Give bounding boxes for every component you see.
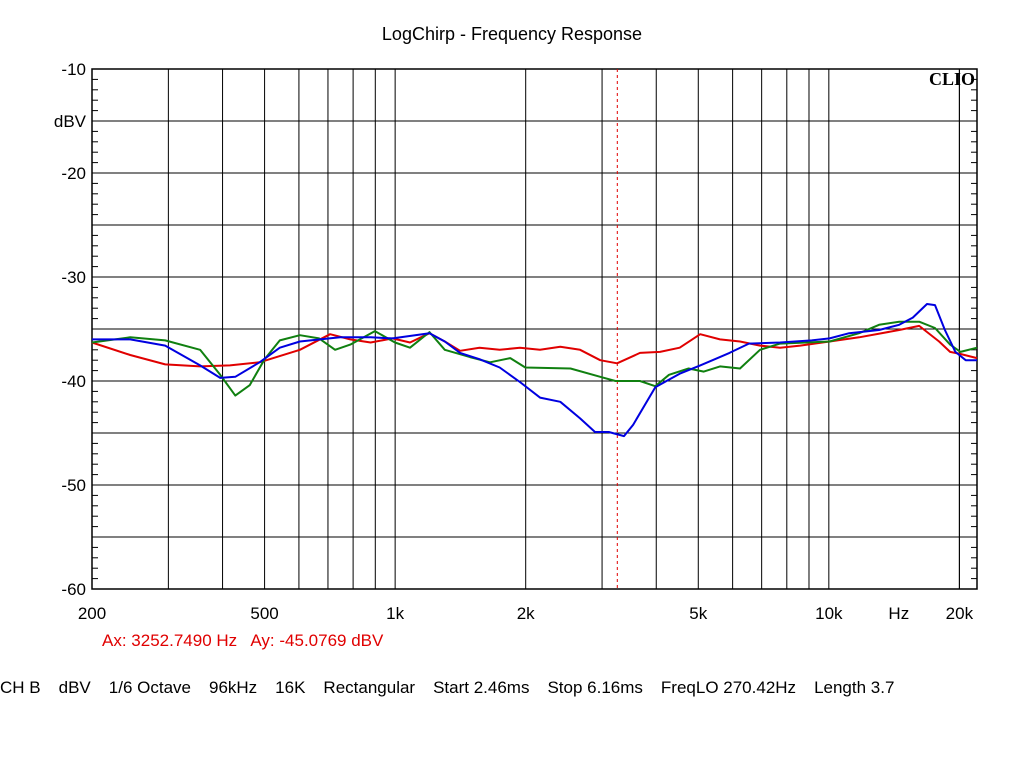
setting-item: 1/6 Octave xyxy=(108,678,191,697)
x-tick-label: 2k xyxy=(517,604,535,623)
cursor-y-readout: Ay: -45.0769 dBV xyxy=(250,631,384,650)
y-axis-label: dBV xyxy=(54,112,87,131)
chart-title: LogChirp - Frequency Response xyxy=(381,24,643,44)
setting-item: Rectangular xyxy=(323,678,416,697)
y-tick-label: -30 xyxy=(61,268,86,287)
x-axis-label: Hz xyxy=(888,604,909,623)
y-tick-label: -20 xyxy=(61,164,86,183)
measurement-settings-bar: CH B dBV 1/6 Octave 96kHz 16K Rectangular Star… xyxy=(0,678,912,698)
clio-logo: CLIO xyxy=(929,69,975,89)
plot-frame xyxy=(91,68,978,590)
setting-item: CH B xyxy=(0,678,41,697)
x-tick-label: 1k xyxy=(386,604,404,623)
series-line-red xyxy=(91,324,978,368)
setting-item: Stop 6.16ms xyxy=(547,678,643,697)
setting-item: FreqLO 270.42Hz xyxy=(660,678,797,697)
cursor-readout: Ax: 3252.7490 Hz Ay: -45.0769 dBV xyxy=(102,631,383,651)
setting-item: Start 2.46ms xyxy=(433,678,530,697)
setting-item: Length 3.7 xyxy=(814,678,895,697)
setting-item: dBV xyxy=(58,678,91,697)
setting-item: 96kHz xyxy=(208,678,258,697)
y-tick-label: -60 xyxy=(61,580,86,599)
y-tick-label: -40 xyxy=(61,372,86,391)
x-tick-label: 20k xyxy=(946,604,974,623)
series-line-blue xyxy=(92,303,977,438)
x-tick-label: 10k xyxy=(815,604,843,623)
y-tick-label: -50 xyxy=(61,476,86,495)
cursor-x-readout: Ax: 3252.7490 Hz xyxy=(102,631,238,650)
x-tick-label: 500 xyxy=(250,604,278,623)
x-tick-label: 5k xyxy=(689,604,707,623)
y-tick-label: -10 xyxy=(61,60,86,79)
series-line-green xyxy=(91,320,978,397)
setting-item: 16K xyxy=(275,678,306,697)
x-tick-label: 200 xyxy=(78,604,106,623)
